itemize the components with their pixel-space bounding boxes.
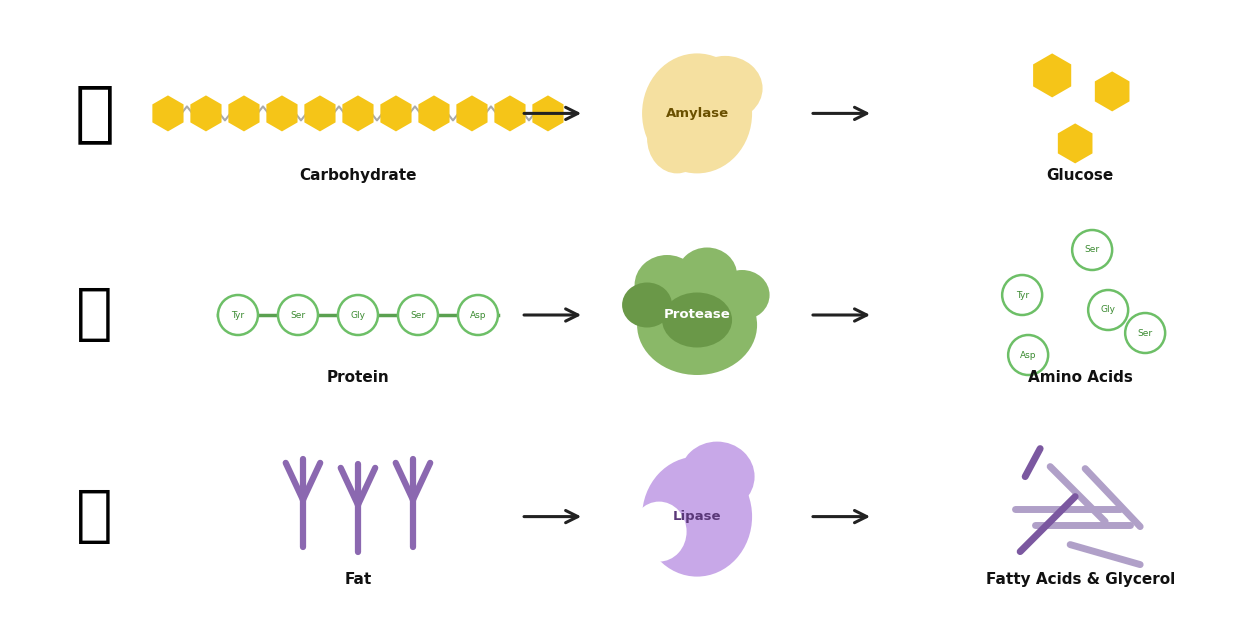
Text: Protease: Protease bbox=[663, 309, 731, 321]
Polygon shape bbox=[191, 95, 221, 132]
Polygon shape bbox=[418, 95, 450, 132]
Polygon shape bbox=[456, 95, 487, 132]
Circle shape bbox=[1073, 230, 1112, 270]
Text: Lipase: Lipase bbox=[673, 510, 721, 523]
Circle shape bbox=[338, 295, 378, 335]
Text: Gly: Gly bbox=[1100, 306, 1115, 314]
Text: Amylase: Amylase bbox=[666, 107, 728, 120]
Circle shape bbox=[458, 295, 497, 335]
Text: Ser: Ser bbox=[1085, 246, 1100, 255]
Ellipse shape bbox=[637, 275, 757, 375]
Text: Tyr: Tyr bbox=[1016, 290, 1029, 299]
Text: Amino Acids: Amino Acids bbox=[1027, 370, 1133, 385]
Text: Gly: Gly bbox=[350, 311, 365, 319]
Text: Ser: Ser bbox=[411, 311, 426, 319]
Polygon shape bbox=[304, 95, 335, 132]
Polygon shape bbox=[381, 95, 412, 132]
Ellipse shape bbox=[715, 270, 770, 320]
Polygon shape bbox=[1095, 71, 1129, 112]
Text: 🐟: 🐟 bbox=[75, 285, 113, 345]
Text: Carbohydrate: Carbohydrate bbox=[299, 168, 417, 183]
Text: Glucose: Glucose bbox=[1046, 168, 1114, 183]
Polygon shape bbox=[152, 95, 183, 132]
Text: Tyr: Tyr bbox=[231, 311, 245, 319]
Circle shape bbox=[1002, 275, 1042, 315]
Text: 🌽: 🌽 bbox=[74, 81, 114, 146]
Ellipse shape bbox=[634, 255, 700, 315]
Circle shape bbox=[398, 295, 438, 335]
Ellipse shape bbox=[677, 248, 737, 302]
Text: Fat: Fat bbox=[344, 571, 372, 587]
Ellipse shape bbox=[687, 56, 762, 121]
Polygon shape bbox=[343, 95, 373, 132]
Text: Asp: Asp bbox=[470, 311, 486, 319]
Text: Protein: Protein bbox=[327, 370, 389, 385]
Text: Fatty Acids & Glycerol: Fatty Acids & Glycerol bbox=[986, 571, 1174, 587]
Circle shape bbox=[219, 295, 257, 335]
Ellipse shape bbox=[647, 103, 707, 173]
Polygon shape bbox=[229, 95, 260, 132]
Ellipse shape bbox=[642, 54, 752, 173]
Text: Ser: Ser bbox=[290, 311, 305, 319]
Polygon shape bbox=[495, 95, 525, 132]
Ellipse shape bbox=[642, 457, 752, 576]
Circle shape bbox=[1009, 335, 1049, 375]
Text: Ser: Ser bbox=[1138, 328, 1153, 338]
Ellipse shape bbox=[632, 501, 687, 561]
Polygon shape bbox=[1058, 123, 1093, 163]
Polygon shape bbox=[266, 95, 298, 132]
Text: Asp: Asp bbox=[1020, 350, 1036, 360]
Polygon shape bbox=[533, 95, 564, 132]
Polygon shape bbox=[1034, 54, 1071, 98]
Circle shape bbox=[1088, 290, 1128, 330]
Circle shape bbox=[1125, 313, 1166, 353]
Text: 🫙: 🫙 bbox=[75, 487, 113, 546]
Ellipse shape bbox=[662, 292, 732, 348]
Ellipse shape bbox=[622, 282, 672, 328]
Ellipse shape bbox=[679, 442, 755, 512]
Circle shape bbox=[278, 295, 318, 335]
